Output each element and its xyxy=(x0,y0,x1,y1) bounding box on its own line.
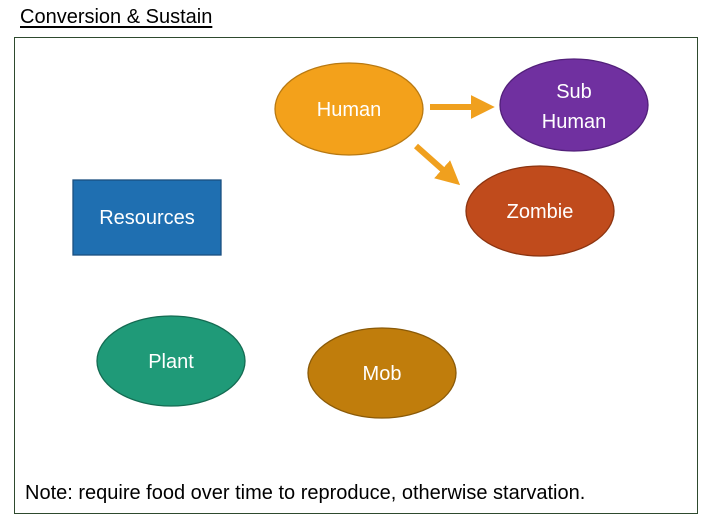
node-zombie: Zombie xyxy=(465,165,615,257)
node-mob: Mob xyxy=(307,327,457,419)
node-sub-human-label-line2: Human xyxy=(542,111,606,133)
node-plant-label: Plant xyxy=(148,351,194,373)
node-sub-human-label-line1: Sub xyxy=(556,81,592,103)
diagram-title: Conversion & Sustain xyxy=(20,6,213,28)
node-human: Human xyxy=(274,62,424,156)
node-human-label: Human xyxy=(317,99,381,121)
node-zombie-label: Zombie xyxy=(507,201,574,223)
node-sub-human: Sub Human xyxy=(499,58,649,152)
arrow-human-to-zombie xyxy=(414,143,461,186)
node-resources: Resources xyxy=(72,179,222,256)
diagram-frame xyxy=(14,37,698,514)
node-resources-label: Resources xyxy=(99,207,195,229)
node-mob-label: Mob xyxy=(363,363,402,385)
node-plant: Plant xyxy=(96,315,246,407)
footnote: Note: require food over time to reproduc… xyxy=(25,482,586,504)
